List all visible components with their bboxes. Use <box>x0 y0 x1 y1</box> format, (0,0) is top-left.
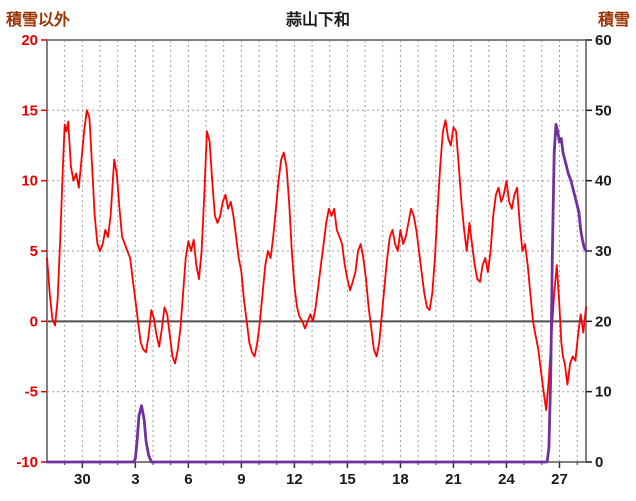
right-axis-tick-label: 40 <box>595 173 612 190</box>
left-axis-tick-label: -10 <box>16 454 38 471</box>
x-axis-tick-label: 12 <box>286 471 303 488</box>
right-axis: 0 10 20 30 40 50 60 <box>586 32 612 471</box>
left-axis-title: 積雪以外 <box>6 12 71 29</box>
left-axis-tick-label: 5 <box>30 243 38 260</box>
x-axis-tick-label: 27 <box>551 471 568 488</box>
x-axis-tick-label: 6 <box>184 471 192 488</box>
x-axis-tick-label: 21 <box>445 471 462 488</box>
x-axis-tick-label: 18 <box>392 471 409 488</box>
right-axis-tick-label: 60 <box>595 32 612 49</box>
x-axis: 30 3 6 9 12 15 18 21 24 27 <box>64 462 578 488</box>
plot-background <box>47 40 586 462</box>
x-axis-tick-label: 9 <box>237 471 245 488</box>
right-axis-tick-label: 50 <box>595 102 612 119</box>
x-axis-tick-label: 30 <box>74 471 91 488</box>
temperature-line <box>46 109 587 411</box>
snow-depth-line <box>45 123 588 464</box>
left-axis-tick-label: 10 <box>21 173 38 190</box>
left-axis-tick-label: 0 <box>30 313 38 330</box>
chart-title: 蒜山下和 <box>285 12 351 29</box>
left-axis: -10 -5 0 5 10 15 20 <box>16 32 47 471</box>
x-axis-tick-label: 3 <box>131 471 139 488</box>
left-axis-tick-label: 20 <box>21 32 38 49</box>
right-axis-tick-label: 10 <box>595 384 612 401</box>
left-axis-tick-label: -5 <box>25 384 38 401</box>
right-axis-tick-label: 20 <box>595 313 612 330</box>
right-axis-tick-label: 30 <box>595 243 612 260</box>
right-axis-title: 積雪 <box>597 12 630 29</box>
right-axis-tick-label: 0 <box>595 454 603 471</box>
x-axis-tick-label: 15 <box>339 471 356 488</box>
x-axis-tick-label: 24 <box>498 471 515 488</box>
left-axis-tick-label: 15 <box>21 102 38 119</box>
